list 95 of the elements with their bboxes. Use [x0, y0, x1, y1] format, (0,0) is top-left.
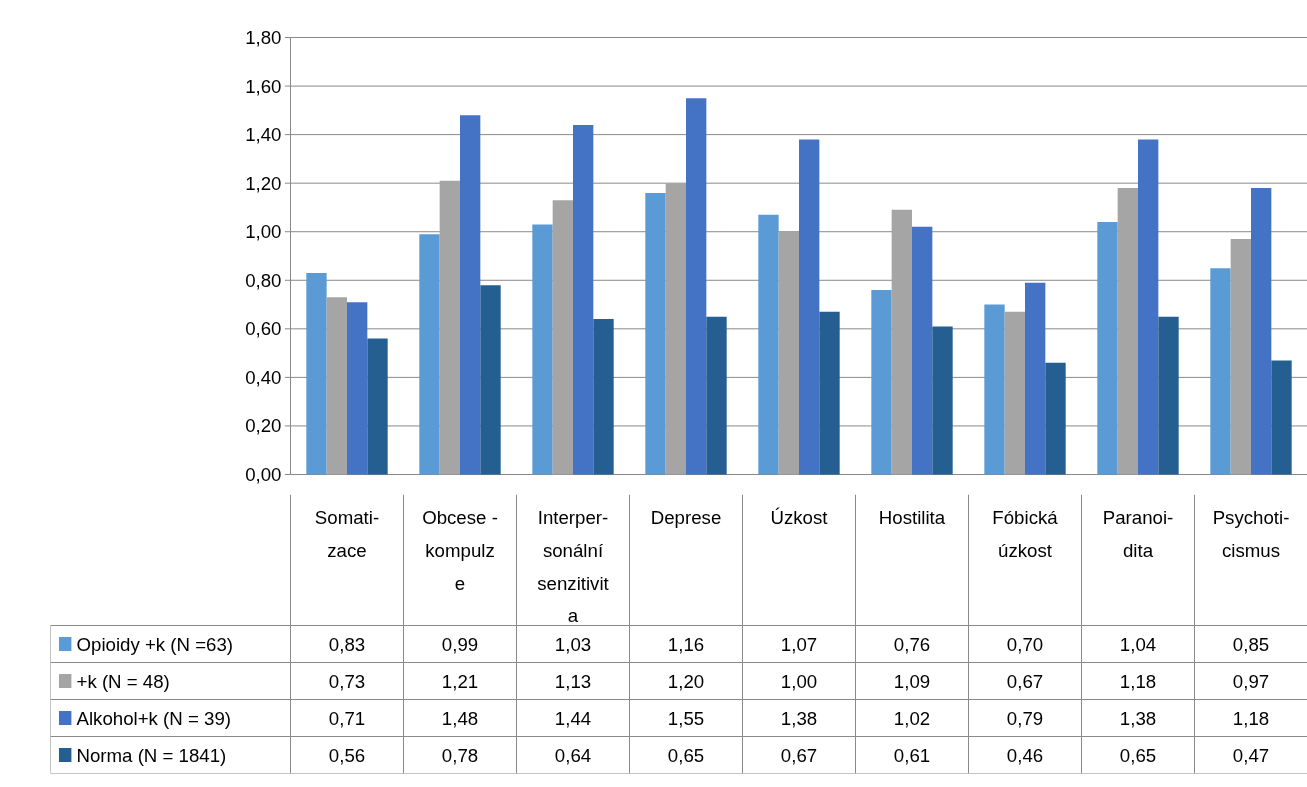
bar — [912, 226, 933, 475]
data-label: 1,13 — [554, 670, 592, 692]
data-label: 0,67 — [780, 744, 818, 766]
data-label: 0,73 — [328, 670, 366, 692]
data-label: 1,18 — [1119, 670, 1157, 692]
data-label: 0,85 — [1232, 633, 1270, 655]
x-tick-label: Interper- sonální senzitivit a — [537, 507, 610, 627]
y-tick-label: 0,00 — [245, 464, 282, 485]
bar — [439, 180, 460, 475]
data-label: 0,71 — [328, 707, 366, 729]
bar — [532, 224, 553, 475]
bar — [645, 192, 666, 475]
bar — [686, 98, 707, 475]
data-label: 1,03 — [554, 633, 592, 655]
bar — [932, 326, 953, 475]
bar — [1138, 139, 1159, 475]
data-label: 0,70 — [1006, 633, 1044, 655]
data-label: 0,61 — [893, 744, 931, 766]
data-label: 0,67 — [1006, 670, 1044, 692]
bar — [573, 124, 594, 475]
bar — [1230, 239, 1251, 475]
x-tick-label: Obcese - kompulz e — [422, 507, 498, 594]
data-label: 0,65 — [667, 744, 705, 766]
bar — [1045, 362, 1066, 475]
bar — [326, 297, 347, 475]
y-tick-label: 0,80 — [245, 269, 282, 291]
data-label: 0,97 — [1232, 670, 1270, 692]
y-tick-label: 0,40 — [245, 366, 282, 388]
y-tick-label: 1,60 — [245, 75, 282, 97]
x-tick-label: Somati- zace — [314, 507, 380, 561]
x-tick-label: Hostilita — [878, 507, 946, 529]
data-label: 1,44 — [554, 707, 592, 729]
data-label: 0,64 — [554, 744, 592, 766]
data-label: 0,78 — [441, 744, 479, 766]
bar — [419, 234, 440, 475]
y-tick-label: 0,60 — [245, 318, 282, 340]
bar — [1158, 316, 1179, 475]
bar — [347, 302, 368, 475]
bar — [1025, 282, 1046, 475]
x-tick-label: Psychoti- cismus — [1212, 507, 1290, 561]
data-label: 0,76 — [893, 633, 931, 655]
data-label: 0,99 — [441, 633, 479, 655]
data-label: 1,55 — [667, 707, 705, 729]
bar — [1004, 311, 1025, 475]
bar — [480, 285, 501, 475]
x-tick-label: Paranoi- dita — [1102, 507, 1174, 561]
x-tick-label: Fóbická úzkost — [992, 507, 1059, 561]
bar — [367, 338, 388, 475]
x-tick-label: Deprese — [650, 507, 722, 529]
bar — [778, 231, 799, 475]
data-label: 1,04 — [1119, 633, 1157, 655]
bar — [758, 214, 779, 475]
bar — [984, 304, 1005, 475]
y-tick-label: 1,00 — [245, 221, 282, 243]
data-label: 0,83 — [328, 633, 366, 655]
y-tick-label: 1,40 — [245, 124, 282, 146]
bar — [1097, 222, 1118, 475]
bar — [706, 316, 727, 475]
data-label: 0,79 — [1006, 707, 1044, 729]
bar — [1271, 360, 1292, 475]
bar — [460, 115, 481, 475]
bar — [799, 139, 820, 475]
data-label: 1,48 — [441, 707, 479, 729]
data-label: 1,02 — [893, 707, 931, 729]
data-label: 1,21 — [441, 670, 479, 692]
bar — [1117, 188, 1138, 475]
y-tick-label: 1,20 — [245, 172, 282, 194]
data-label: 1,16 — [667, 633, 705, 655]
data-label: 0,46 — [1006, 744, 1044, 766]
data-label: 0,56 — [328, 744, 366, 766]
data-label: 1,09 — [893, 670, 931, 692]
x-tick-label: Úzkost — [770, 507, 829, 529]
bar — [665, 183, 686, 475]
bar — [593, 319, 614, 475]
data-label: 1,07 — [780, 633, 818, 655]
y-tick-label: 0,20 — [245, 415, 282, 437]
bar — [1251, 188, 1272, 475]
data-label: 1,00 — [780, 670, 818, 692]
data-label: 1,38 — [780, 707, 818, 729]
data-label: 0,65 — [1119, 744, 1157, 766]
bar — [306, 272, 327, 475]
data-label: 1,38 — [1119, 707, 1157, 729]
legend-label: Opioidy +k (N =63) — [76, 633, 234, 655]
legend-label: Norma (N = 1841) — [76, 744, 227, 766]
legend-label: +k (N = 48) — [76, 670, 170, 692]
data-label: 1,18 — [1232, 707, 1270, 729]
bar — [1210, 268, 1231, 475]
data-label: 1,20 — [667, 670, 705, 692]
legend-label: Alkohol+k (N = 39) — [76, 707, 232, 729]
y-tick-label: 1,80 — [245, 27, 282, 48]
bar — [552, 200, 573, 475]
bar — [891, 209, 912, 475]
bar — [871, 289, 892, 475]
bar — [819, 311, 840, 475]
data-label: 0,47 — [1232, 744, 1270, 766]
